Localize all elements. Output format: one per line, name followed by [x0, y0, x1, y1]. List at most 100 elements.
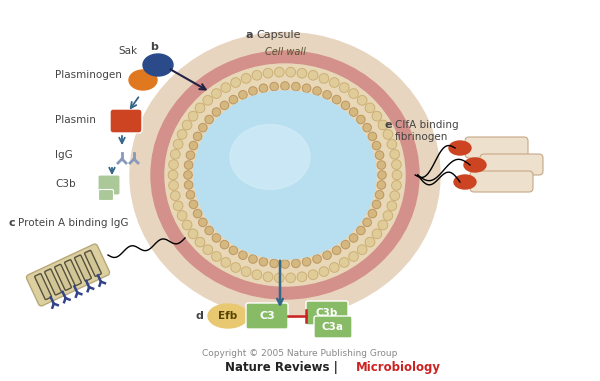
Circle shape	[372, 111, 382, 121]
Text: c: c	[8, 218, 14, 228]
Text: C3b: C3b	[316, 308, 338, 318]
Circle shape	[378, 220, 388, 230]
Circle shape	[377, 161, 386, 169]
Circle shape	[239, 91, 247, 99]
FancyBboxPatch shape	[306, 301, 348, 325]
Circle shape	[329, 78, 339, 87]
Circle shape	[195, 237, 205, 247]
Circle shape	[188, 229, 198, 239]
Circle shape	[220, 101, 229, 110]
Circle shape	[392, 170, 402, 180]
Ellipse shape	[230, 125, 310, 189]
Text: Plasmin: Plasmin	[55, 115, 96, 125]
Circle shape	[349, 251, 358, 261]
Text: d: d	[195, 311, 203, 321]
Circle shape	[241, 267, 251, 276]
Ellipse shape	[208, 304, 248, 328]
Circle shape	[358, 245, 367, 255]
Circle shape	[297, 68, 307, 78]
Circle shape	[308, 70, 318, 80]
Text: Capsule: Capsule	[256, 30, 301, 40]
Circle shape	[203, 245, 212, 255]
Circle shape	[373, 200, 381, 208]
Circle shape	[372, 229, 382, 239]
Ellipse shape	[129, 70, 157, 90]
Circle shape	[286, 273, 295, 283]
Circle shape	[229, 96, 238, 104]
Circle shape	[184, 181, 193, 189]
Circle shape	[363, 123, 371, 132]
Text: C3: C3	[259, 311, 275, 321]
Circle shape	[193, 210, 202, 218]
Circle shape	[259, 258, 268, 266]
Circle shape	[169, 160, 178, 170]
Text: Efb: Efb	[218, 311, 238, 321]
FancyBboxPatch shape	[98, 175, 120, 195]
Circle shape	[231, 78, 241, 87]
Circle shape	[173, 139, 183, 149]
FancyBboxPatch shape	[314, 316, 352, 338]
Circle shape	[349, 234, 358, 242]
Circle shape	[199, 123, 207, 132]
Ellipse shape	[449, 141, 471, 155]
Ellipse shape	[194, 91, 376, 259]
Circle shape	[270, 259, 278, 267]
Circle shape	[349, 108, 358, 116]
Circle shape	[205, 226, 214, 235]
Circle shape	[323, 251, 331, 259]
Circle shape	[263, 272, 273, 282]
Circle shape	[365, 103, 375, 113]
Circle shape	[378, 171, 386, 179]
Circle shape	[205, 115, 214, 124]
Circle shape	[377, 181, 386, 189]
Circle shape	[387, 201, 397, 211]
Text: Plasminogen: Plasminogen	[55, 70, 122, 80]
Circle shape	[231, 263, 241, 272]
Circle shape	[220, 240, 229, 249]
Text: Sak: Sak	[118, 46, 137, 56]
Circle shape	[249, 87, 257, 95]
Circle shape	[193, 132, 202, 141]
Circle shape	[329, 263, 339, 272]
Text: Protein A binding IgG: Protein A binding IgG	[18, 218, 128, 228]
Circle shape	[349, 89, 358, 98]
Circle shape	[241, 74, 251, 83]
Circle shape	[376, 190, 384, 199]
Circle shape	[182, 220, 192, 230]
Circle shape	[195, 103, 205, 113]
Circle shape	[270, 82, 278, 91]
Circle shape	[292, 82, 300, 91]
Circle shape	[365, 237, 375, 247]
Circle shape	[340, 83, 349, 92]
Circle shape	[275, 67, 284, 77]
Circle shape	[341, 101, 350, 110]
Text: IgG: IgG	[55, 150, 73, 160]
Text: b: b	[150, 42, 158, 52]
Circle shape	[182, 120, 192, 130]
Circle shape	[186, 190, 194, 199]
Circle shape	[252, 70, 262, 80]
Circle shape	[302, 84, 311, 93]
Circle shape	[392, 181, 401, 190]
Circle shape	[173, 201, 183, 211]
Circle shape	[378, 120, 388, 130]
Circle shape	[341, 240, 350, 249]
Circle shape	[177, 130, 187, 139]
Text: e: e	[385, 120, 392, 130]
Circle shape	[281, 82, 289, 90]
Circle shape	[263, 68, 273, 78]
Circle shape	[186, 151, 194, 159]
Circle shape	[212, 89, 221, 98]
Circle shape	[392, 160, 401, 170]
Text: Microbiology: Microbiology	[356, 362, 441, 375]
Circle shape	[368, 132, 377, 141]
Circle shape	[189, 200, 197, 208]
FancyBboxPatch shape	[480, 154, 543, 175]
FancyBboxPatch shape	[110, 109, 142, 133]
Circle shape	[368, 210, 377, 218]
Text: Cell wall: Cell wall	[265, 47, 305, 57]
Circle shape	[383, 130, 393, 139]
Circle shape	[212, 234, 221, 242]
Ellipse shape	[165, 64, 405, 286]
Ellipse shape	[143, 54, 173, 76]
